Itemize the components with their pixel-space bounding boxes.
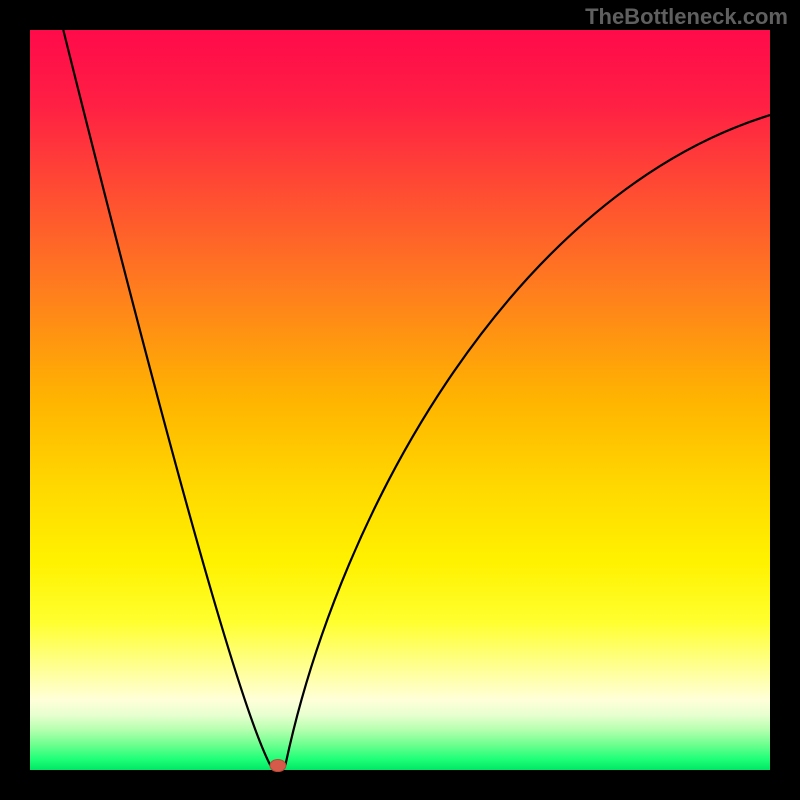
chart-container: TheBottleneck.com <box>0 0 800 800</box>
plot-background <box>30 30 770 770</box>
watermark-text: TheBottleneck.com <box>585 4 788 30</box>
chart-svg <box>0 0 800 800</box>
optimal-point-marker <box>270 760 286 772</box>
